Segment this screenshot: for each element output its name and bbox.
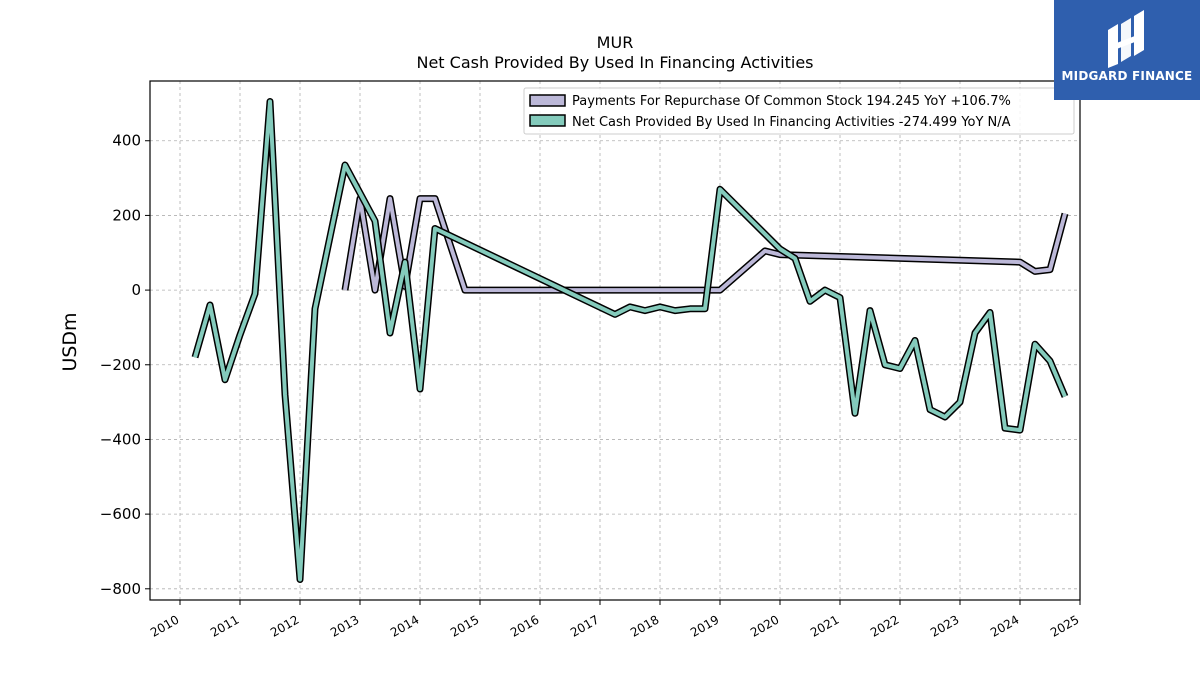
logo-text: MIDGARD FINANCE (1061, 69, 1193, 83)
grid (150, 81, 1081, 600)
midgard-logo-icon (1108, 10, 1144, 68)
x-tick-label: 2013 (328, 612, 361, 639)
x-tick-label: 2025 (1048, 612, 1081, 639)
x-tick-label: 2018 (628, 612, 661, 639)
legend-label-financing: Net Cash Provided By Used In Financing A… (572, 115, 1011, 130)
series-line-repurchase-stroke (343, 196, 1067, 293)
x-tick-label: 2014 (388, 612, 421, 639)
x-tick-label: 2020 (748, 612, 781, 639)
series-line-financing (191, 98, 1069, 583)
x-tick-label: 2015 (448, 612, 481, 639)
x-tick-label: 2019 (688, 612, 721, 639)
x-tick-label: 2017 (568, 612, 601, 639)
series-line-repurchase (341, 195, 1069, 294)
x-tick-label: 2021 (808, 612, 841, 639)
series-line-repurchase-outline (341, 195, 1069, 294)
legend-label-repurchase: Payments For Repurchase Of Common Stock … (572, 94, 1011, 109)
y-axis: 400 200 0 −200 −400 −600 −800 (100, 132, 150, 598)
y-tick-label: −600 (100, 505, 141, 523)
legend-box (523, 87, 1075, 135)
x-tick-label: 2023 (928, 612, 961, 639)
x-tick-label: 2010 (148, 612, 181, 639)
x-tick-label: 2016 (508, 612, 541, 639)
plot-frame (149, 80, 1081, 601)
x-tick-label: 2024 (988, 612, 1021, 639)
y-tick-label: −200 (100, 356, 141, 374)
x-tick-label: 2011 (208, 612, 241, 639)
y-tick-label: −400 (100, 430, 141, 448)
x-axis: 2010 2011 2012 2013 2014 2015 2016 2017 2018 2019… (148, 600, 1082, 640)
legend: Payments For Repurchase Of Common Stock … (523, 87, 1075, 135)
y-tick-label: −800 (100, 580, 141, 598)
y-axis-label: USDm (59, 312, 81, 371)
series-line-financing-outline (191, 98, 1069, 583)
legend-swatch-repurchase (529, 94, 566, 107)
series-layer (191, 98, 1069, 583)
legend-swatch-financing (529, 114, 566, 127)
series-line-financing-stroke (193, 99, 1067, 582)
y-tick-label: 0 (131, 281, 141, 299)
y-tick-label: 200 (112, 206, 141, 224)
x-tick-label: 2022 (868, 612, 901, 639)
chart-subtitle: Net Cash Provided By Used In Financing A… (416, 53, 813, 72)
x-tick-label: 2012 (268, 612, 301, 639)
y-tick-label: 400 (112, 132, 141, 150)
chart-title: MUR (597, 33, 634, 52)
midgard-finance-logo: MIDGARD FINANCE (1054, 0, 1200, 100)
